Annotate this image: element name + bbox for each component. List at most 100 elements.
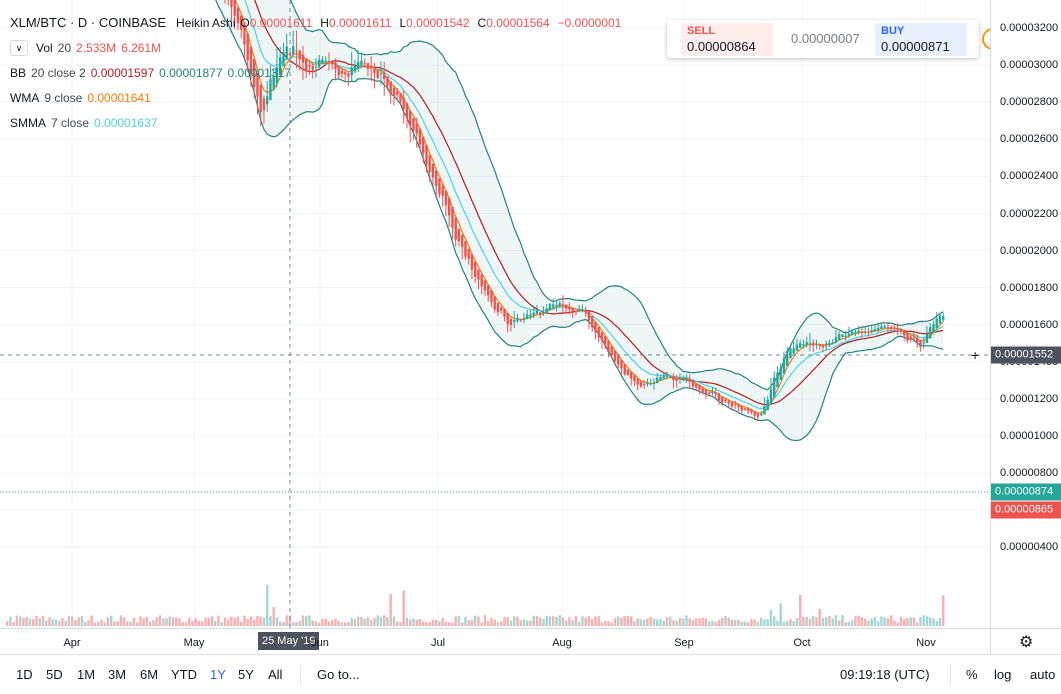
price-tick: 0.00002200 (1000, 207, 1059, 220)
volume-bar (730, 619, 734, 626)
buy-button[interactable]: BUY 0.00000871 (875, 23, 967, 56)
gear-icon[interactable]: ⚙ (1019, 634, 1034, 651)
range-6m[interactable]: 6M (140, 667, 159, 682)
range-all[interactable]: All (268, 667, 283, 682)
range-5d[interactable]: 5D (46, 667, 63, 682)
volume-bar (526, 620, 529, 626)
indicator-row-bb[interactable]: BB 20 close 2 0.00001597 0.00001877 0.00… (10, 60, 629, 85)
auto-toggle[interactable]: auto (1030, 667, 1056, 682)
volume-bar (87, 620, 90, 626)
volume-bar (786, 621, 789, 626)
volume-bar (97, 621, 100, 626)
candle-body (880, 326, 883, 330)
volume-bar (132, 617, 136, 626)
volume-bar (48, 617, 51, 626)
volume-bar (769, 609, 773, 626)
candle-body (259, 84, 262, 113)
candle-body (929, 327, 932, 339)
volume-bar (321, 619, 324, 626)
volume-bar (893, 620, 896, 626)
volume-bar (457, 616, 461, 626)
chart-style: Heikin Ashi (176, 15, 236, 30)
volume-bar (763, 619, 766, 626)
range-1d[interactable]: 1D (16, 667, 33, 682)
log-toggle[interactable]: log (994, 667, 1012, 682)
candle-body (802, 344, 805, 346)
volume-bar (756, 621, 760, 626)
volume-bar (935, 621, 938, 626)
symbol-row: XLM/BTC · D · COINBASE Heikin Ashi O 0.0… (10, 10, 629, 35)
candle-body (246, 33, 249, 61)
volume-bar (802, 616, 805, 626)
volume-bar (646, 618, 649, 626)
volume-bar (318, 622, 321, 626)
volume-bar (659, 618, 662, 626)
goto-button[interactable]: Go to... (317, 667, 360, 682)
volume-bar (396, 621, 399, 626)
volume-bar (158, 615, 162, 626)
volume-bar (22, 617, 25, 626)
candle-body (750, 409, 753, 413)
volume-bar (451, 622, 454, 626)
indicator-row-wma[interactable]: WMA 9 close 0.00001641 (10, 85, 629, 110)
volume-bar (503, 616, 506, 626)
candle-body (688, 378, 691, 382)
candle-body (431, 163, 435, 178)
bb-fill (215, 0, 944, 441)
volume-bar (597, 616, 600, 626)
volume-bar (217, 615, 220, 626)
volume-bar (522, 619, 526, 626)
time-scale[interactable]: 25 May '19 Apr May Jun Jul Aug Sep Oct Nov (0, 628, 990, 655)
candle-body (409, 110, 412, 126)
indicator-name: SMMA (10, 115, 46, 130)
price-scale[interactable]: 0.00003200 0.00003000 0.00002800 0.00002600… (990, 0, 1061, 628)
volume-bar (360, 617, 363, 626)
volume-bar (32, 619, 35, 626)
candle-body (418, 128, 422, 145)
time-tick: Oct (793, 637, 811, 649)
range-1m[interactable]: 1M (77, 667, 96, 682)
volume-bar (896, 622, 899, 626)
indicator-row-vol[interactable]: ∨ Vol 20 2.533M 6.261M (10, 35, 629, 60)
percent-toggle[interactable]: % (966, 667, 978, 682)
time-tick: Apr (63, 637, 81, 649)
range-ytd[interactable]: YTD (171, 667, 197, 682)
volume-bar (474, 615, 477, 626)
candle-body (314, 67, 318, 69)
close-label: C (477, 15, 487, 30)
volume-bar (841, 615, 844, 626)
volume-bar (795, 618, 799, 626)
volume-bar (15, 615, 19, 626)
clock[interactable]: 09:19:18 (UTC) (840, 667, 930, 682)
volume-bar (623, 616, 626, 626)
range-1y[interactable]: 1Y (210, 667, 226, 682)
candle-body (756, 413, 760, 417)
candle-body (376, 70, 379, 78)
candle-body (812, 342, 815, 346)
price-chart[interactable]: + (0, 0, 990, 628)
candle-body (487, 285, 490, 296)
volume-bar (80, 615, 84, 626)
indicator-row-smma[interactable]: SMMA 7 close 0.00001637 (10, 110, 629, 135)
volume-bar (617, 616, 620, 626)
candle-body (916, 337, 919, 342)
collapse-legend-icon[interactable]: ∨ (10, 39, 28, 56)
volume-bar (461, 622, 464, 626)
volume-bar (620, 617, 623, 626)
volume-bar (464, 616, 467, 626)
range-3m[interactable]: 3M (108, 667, 127, 682)
volume-bar (363, 618, 366, 626)
candle-body (870, 330, 873, 333)
candle-body (461, 234, 464, 248)
candle-body (665, 375, 669, 378)
sell-button[interactable]: SELL 0.00000864 (681, 23, 773, 56)
chart-pane[interactable]: + XLM/BTC · D · COINBASE Heikin Ashi O 0… (0, 0, 990, 628)
candle-body (509, 318, 513, 326)
candle-body (526, 314, 529, 319)
volume-bar (565, 620, 568, 626)
range-5y[interactable]: 5Y (238, 667, 254, 682)
candle-body (760, 413, 763, 416)
symbol-title[interactable]: XLM/BTC · D · COINBASE (10, 14, 167, 30)
volume-bar (578, 621, 581, 626)
volume-bar (61, 618, 64, 626)
